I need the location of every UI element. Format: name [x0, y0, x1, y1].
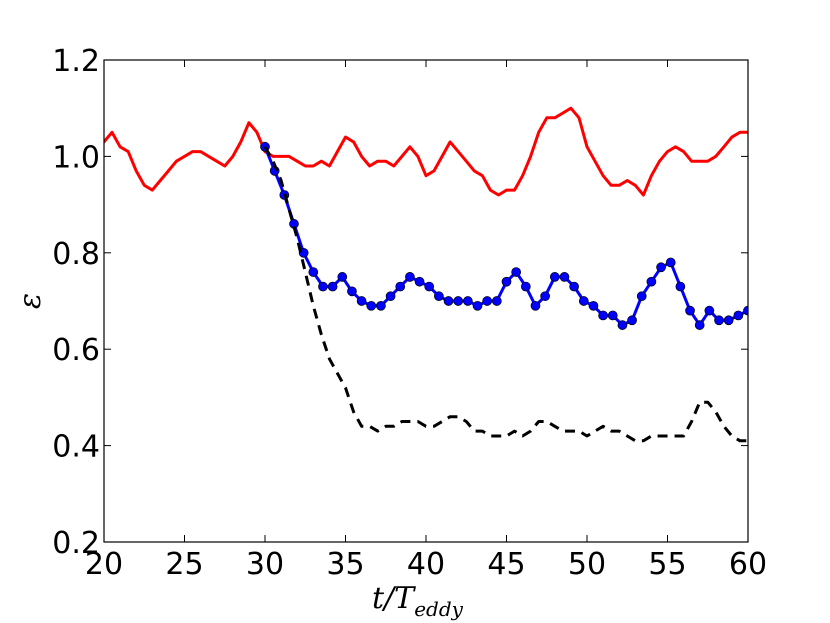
series-2-point	[675, 281, 686, 292]
y-tick-label: 1.0	[52, 140, 100, 175]
series-2-point	[617, 320, 628, 330]
series-2-point	[318, 281, 328, 292]
series-2-point	[540, 291, 550, 302]
y-tick-label: 1.2	[52, 44, 100, 79]
series-line-1	[104, 106, 748, 197]
x-tick-label: 20	[85, 547, 123, 582]
series-2-point	[636, 291, 647, 302]
series-2-point	[463, 296, 473, 306]
series-2-point	[685, 305, 695, 316]
series-layer	[104, 106, 748, 443]
series-2-point	[434, 291, 444, 302]
series-2-point	[704, 305, 715, 316]
series-2-point	[607, 310, 618, 321]
y-tick-label: 0.2	[52, 526, 100, 561]
series-2-point	[327, 281, 338, 292]
series-2-point	[569, 281, 579, 292]
y-tick-labels: 0.2 0.4 0.6 0.8 1.0 1.2	[52, 44, 100, 561]
series-2-point	[530, 300, 541, 311]
x-tick-label: 25	[165, 547, 203, 582]
series-2-point	[395, 281, 406, 292]
x-tick-label: 40	[407, 547, 445, 582]
series-2-point	[559, 272, 570, 282]
series-2-point	[598, 310, 608, 321]
x-axis-label: t/Teddy	[372, 581, 464, 621]
series-2-point	[472, 300, 483, 311]
series-2-point	[453, 296, 464, 306]
series-2-point	[520, 281, 531, 292]
series-2-point	[347, 286, 357, 297]
series-2-point	[337, 272, 348, 282]
series-2-point	[482, 296, 493, 306]
series-2-point	[385, 291, 396, 302]
series-2-point	[694, 320, 705, 330]
series-2-point	[366, 300, 377, 311]
series-line-2	[263, 145, 748, 327]
x-tick-label: 45	[487, 547, 525, 582]
series-2-point	[723, 315, 734, 326]
x-tick-label: 35	[326, 547, 364, 582]
x-tick-label: 50	[568, 547, 606, 582]
series-2-point	[405, 272, 415, 282]
ticks-layer	[103, 59, 749, 543]
series-2-point	[743, 305, 748, 316]
series-2-point	[656, 262, 666, 273]
series-2-point	[356, 296, 367, 306]
y-tick-label: 0.6	[52, 333, 100, 368]
x-tick-labels: 20 25 30 35 40 45 50 55 60	[85, 547, 767, 582]
series-2-point	[501, 276, 512, 287]
series-2-point	[491, 296, 502, 306]
series-2-point	[308, 267, 319, 277]
series-2-point	[511, 267, 522, 277]
series-2-point	[443, 296, 454, 306]
x-tick-label: 60	[729, 547, 767, 582]
series-2-point	[627, 315, 637, 326]
series-2-point	[414, 276, 425, 287]
series-2-point	[549, 272, 560, 282]
plot-frame	[103, 59, 749, 543]
series-2-point	[646, 276, 657, 287]
series-2-point	[578, 296, 589, 306]
y-tick-label: 0.8	[52, 237, 100, 272]
y-axis-label: ε	[13, 293, 48, 309]
series-2-point	[424, 281, 435, 292]
series-line-3	[263, 146, 748, 443]
x-tick-label: 30	[246, 547, 284, 582]
y-tick-label: 0.4	[52, 430, 100, 465]
series-2-point	[665, 257, 676, 268]
series-2-point	[733, 310, 744, 321]
series-2-point	[588, 300, 599, 311]
x-tick-label: 55	[648, 547, 686, 582]
series-2-point	[376, 300, 386, 311]
series-2-point	[714, 315, 724, 326]
